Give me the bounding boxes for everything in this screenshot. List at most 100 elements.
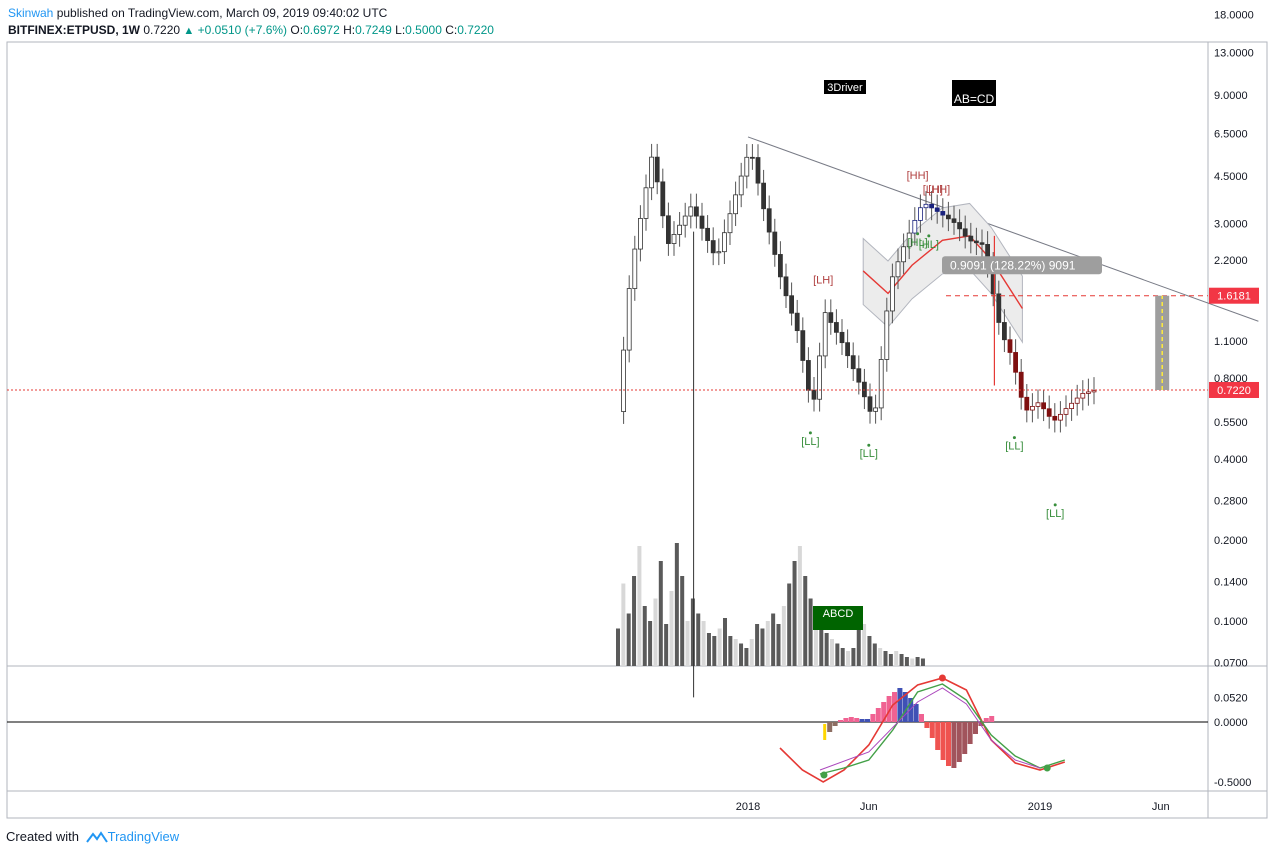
volume-bar (776, 624, 781, 666)
volume-bar (626, 613, 631, 666)
volume-bar (755, 624, 760, 666)
price-chart[interactable]: 0.7220 1.6181 0.9091 (128.22%) 9091 3Driver… (0, 0, 1274, 820)
macd-pane: 0.0000 -0.5000 (7, 674, 1251, 789)
candle-body (940, 211, 946, 216)
candle-body (1058, 413, 1063, 421)
candle-body (761, 182, 766, 210)
volume-bar (637, 546, 642, 666)
volume-bar (797, 546, 802, 666)
candle-body (946, 214, 951, 220)
swing-high-label: [LH] (923, 184, 943, 196)
swing-low-dot (916, 232, 920, 236)
macd-histogram-bar (843, 718, 849, 722)
macd-histogram-bar (962, 722, 968, 754)
candle-body (839, 331, 845, 344)
price-tick-label: 6.5000 (1214, 128, 1248, 140)
volume-bar (701, 621, 706, 666)
candle-body (621, 349, 626, 413)
candle-body (901, 246, 906, 263)
candle-body (873, 407, 878, 412)
macd-signal-marker (823, 724, 827, 740)
price-tick-label: 0.1000 (1214, 616, 1248, 628)
footer: Created with TradingView (6, 829, 179, 844)
last-price-tag-text: 0.7220 (1217, 385, 1251, 397)
volume-bar (819, 624, 824, 666)
candle-body (806, 360, 811, 391)
volume-bar (835, 643, 840, 666)
macd-histogram-bar (827, 722, 833, 732)
candle-body (1030, 406, 1035, 411)
candle-body (1018, 371, 1024, 398)
last-price-tag (1209, 381, 1259, 398)
volume-bar (808, 598, 813, 666)
volume-bar (690, 598, 695, 666)
macd-histogram-bar (951, 722, 957, 768)
candle-body (772, 231, 778, 255)
candle-body (1002, 322, 1007, 341)
volume-bar (733, 639, 738, 666)
author-name[interactable]: Skinwah (8, 6, 54, 20)
volume-bar (851, 648, 856, 666)
volume-bar (685, 621, 690, 666)
time-tick-label: 2019 (1028, 801, 1052, 813)
candle-body (1086, 391, 1091, 394)
volume-bar (910, 658, 915, 666)
candle-body (1052, 415, 1058, 421)
volume-bar (846, 651, 851, 666)
volume-bar (867, 636, 872, 666)
published-text: published on TradingView.com, March 09, … (56, 6, 388, 20)
swing-low-label: [HL] (919, 239, 939, 251)
price-tick-label: 0.0700 (1214, 658, 1248, 670)
swing-low-dot (1053, 503, 1057, 507)
candle-body (962, 228, 968, 237)
candle-body (850, 355, 856, 370)
candle-body (856, 368, 862, 383)
candle-body (884, 310, 890, 360)
volume-bar (632, 576, 637, 666)
pattern-label-abcd-small: ABCD (823, 608, 854, 620)
volume-bar (840, 648, 845, 666)
price-tick-label: 0.0520 (1214, 692, 1248, 704)
macd-histogram-bar (978, 722, 984, 726)
pattern-label-box (824, 80, 866, 94)
tradingview-logo-icon[interactable] (85, 830, 108, 844)
volume-bar (830, 639, 834, 666)
publish-line: Skinwah published on TradingView.com, Ma… (8, 6, 387, 20)
close-value: 0.7220 (457, 23, 494, 37)
volume-bar (920, 658, 925, 666)
volume-bar (771, 613, 776, 666)
candles-layer (621, 143, 1097, 698)
candle-body (1035, 402, 1041, 407)
volume-bar (664, 624, 669, 666)
volume-bar (653, 598, 658, 666)
candle-body (654, 156, 660, 183)
volume-bar (781, 606, 786, 666)
pattern-label-box (952, 80, 996, 106)
price-tick-label: 0.2800 (1214, 496, 1248, 508)
candle-body (1063, 408, 1069, 415)
candle-body (1024, 396, 1030, 411)
pattern-label-abcd: AB=CD (954, 92, 995, 106)
candle-body (682, 215, 688, 226)
candle-body (862, 381, 867, 398)
volume-bar (862, 624, 867, 666)
time-tick-label: Jun (1152, 801, 1170, 813)
volume-bar (723, 618, 727, 666)
volume-bar (658, 561, 663, 666)
swing-high-label: [HH] (928, 184, 950, 196)
volume-bar (648, 621, 653, 666)
candle-body (783, 276, 789, 297)
macd-histogram-bar (924, 722, 930, 728)
measure-label-box (942, 256, 1102, 275)
volume-bar (787, 583, 792, 666)
candle-body (716, 251, 722, 254)
volume-bar (894, 651, 899, 666)
candle-body (705, 227, 710, 241)
candle-body (1074, 397, 1080, 404)
close-label: C: (445, 23, 458, 37)
macd-histogram-bar (897, 688, 903, 722)
tradingview-brand[interactable]: TradingView (107, 829, 180, 844)
swing-low-dot (927, 234, 931, 238)
volume-bar (674, 543, 679, 666)
volume-bar (878, 648, 883, 666)
